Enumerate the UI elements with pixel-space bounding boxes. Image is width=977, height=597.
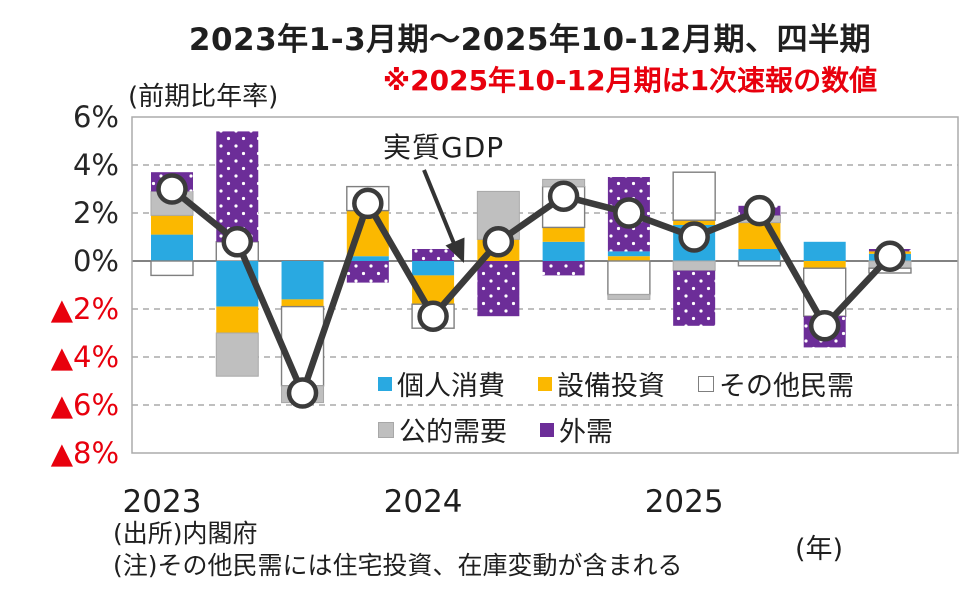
- bar-segment-external: [673, 270, 716, 326]
- bar-segment-public: [607, 294, 651, 300]
- legend-item-public: 公的需要: [378, 410, 507, 449]
- legend-label-public: 公的需要: [399, 417, 507, 448]
- y-tick--4: ▲4%: [50, 340, 119, 374]
- bar-segment-public: [215, 332, 259, 377]
- source-note: (出所)内閣府: [113, 519, 258, 548]
- y-tick--6: ▲6%: [50, 388, 119, 422]
- bar-segment-external: [216, 131, 259, 242]
- y-tick-4: 4%: [72, 148, 119, 182]
- gdp-marker: [547, 180, 580, 212]
- year-unit-label: (年): [795, 534, 844, 565]
- legend-item-capex: 設備投資: [538, 364, 665, 403]
- bar-segment-capex: [607, 256, 650, 261]
- gdp-marker: [352, 187, 384, 220]
- footnote: (注)その他民需には住宅投資、在庫変動が含まれる: [113, 551, 683, 580]
- legend-item-consumption: 個人消費: [378, 364, 505, 403]
- legend-swatch-capex: [538, 376, 552, 391]
- gdp-line: [168, 185, 894, 397]
- bar-segment-capex: [281, 299, 324, 307]
- plot-border: [131, 116, 959, 454]
- bar-segment-consumption: [412, 261, 455, 276]
- gdp-line-annotation: 実質GDP: [383, 131, 505, 164]
- legend-swatch-other: [698, 375, 714, 392]
- y-tick--2: ▲2%: [50, 292, 119, 326]
- annotation-arrow: [422, 169, 457, 247]
- bar-segment-capex: [542, 227, 585, 242]
- bar-segment-consumption: [151, 234, 193, 261]
- y-tick-0: 0%: [72, 244, 119, 278]
- legend-label-consumption: 個人消費: [397, 371, 505, 402]
- gdp-marker: [743, 194, 776, 227]
- year-label-2023: 2023: [122, 484, 202, 520]
- gdp-marker: [417, 300, 449, 332]
- bar-segment-other: [607, 260, 651, 296]
- bar-segment-capex: [216, 306, 259, 333]
- y-axis-unit-label: (前期比年率): [128, 82, 279, 112]
- legend-swatch-public: [378, 421, 394, 438]
- preliminary-note: ※2025年10-12月期は1次速報の数値: [382, 64, 878, 97]
- bar-segment-consumption: [281, 261, 324, 300]
- legend-swatch-consumption: [378, 376, 392, 391]
- legend-row-1: 個人消費 設備投資 その他民需: [378, 364, 887, 403]
- y-tick--8: ▲8%: [50, 436, 119, 470]
- gdp-marker: [286, 377, 319, 409]
- bar-segment-consumption: [542, 241, 585, 261]
- gdp-marker: [808, 310, 841, 342]
- y-tick-6: 6%: [72, 100, 119, 134]
- bar-segment-consumption: [607, 251, 650, 257]
- bar-segment-external: [412, 249, 455, 261]
- gdp-marker: [482, 226, 515, 258]
- y-tick-2: 2%: [72, 196, 119, 230]
- bar-segment-consumption: [346, 256, 389, 261]
- gdp-marker: [874, 240, 906, 272]
- annotation-arrowhead: [445, 237, 465, 263]
- chart-title: 2023年1-3月期～2025年10-12月期、四半期: [188, 22, 872, 58]
- gdp-marker: [613, 197, 645, 229]
- gdp-marker: [221, 226, 254, 258]
- gdp-marker: [156, 173, 188, 205]
- legend-row-2: 公的需要 外需: [378, 410, 646, 449]
- bar-segment-other: [737, 260, 782, 267]
- bar-segment-capex: [803, 261, 846, 269]
- bar-segment-consumption: [738, 249, 781, 261]
- bar-segment-consumption: [803, 241, 846, 261]
- gdp-marker: [678, 221, 710, 253]
- year-label-2024: 2024: [383, 484, 463, 520]
- legend-label-capex: 設備投資: [557, 371, 665, 402]
- year-label-2025: 2025: [644, 484, 724, 520]
- bar-segment-public: [672, 260, 716, 272]
- legend-label-other: その他民需: [719, 371, 854, 402]
- bar-segment-other: [150, 260, 194, 277]
- legend-item-external: 外需: [540, 410, 613, 449]
- legend-item-other: その他民需: [698, 364, 854, 403]
- bar-segment-external: [346, 261, 389, 283]
- bar-segment-other: [672, 171, 716, 221]
- bar-segment-external: [542, 261, 585, 276]
- bar-segment-external: [477, 261, 520, 317]
- legend-label-external: 外需: [559, 417, 613, 448]
- bar-segment-capex: [151, 215, 193, 235]
- legend-swatch-external: [540, 422, 554, 437]
